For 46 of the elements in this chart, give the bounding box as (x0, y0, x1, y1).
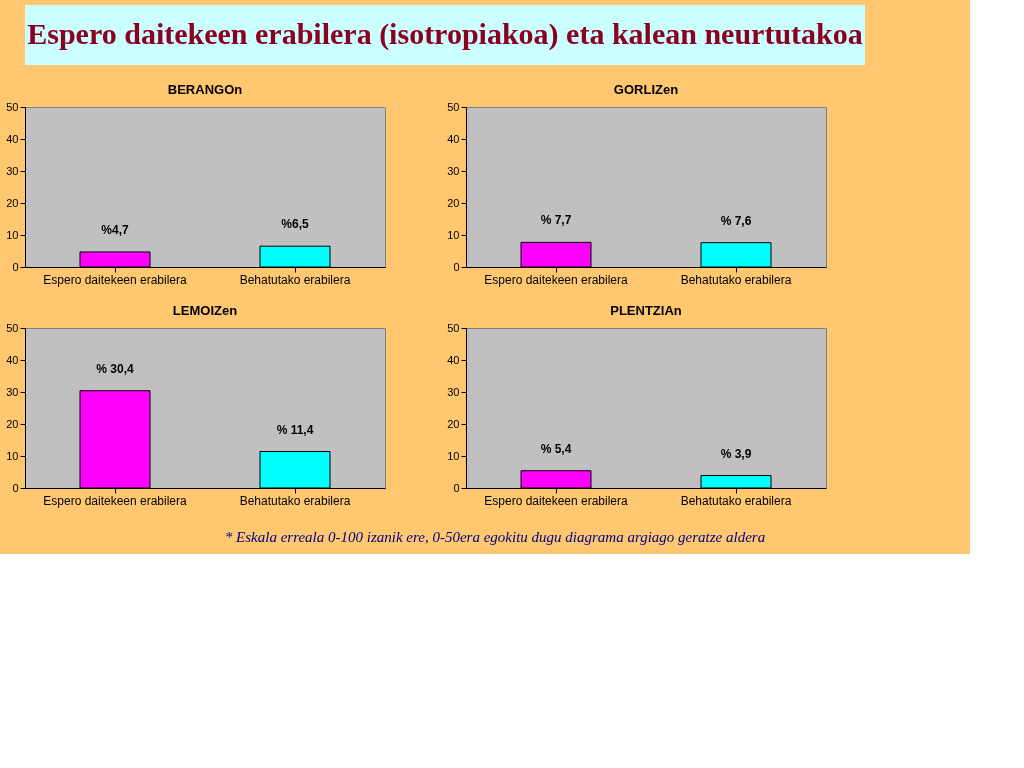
chart-title: PLENTZIAn (610, 303, 682, 318)
y-tick-label: 50 (6, 321, 19, 334)
data-label: % 7,6 (720, 213, 752, 228)
x-tick-label: Espero daitekeen erabilera (43, 272, 188, 287)
y-tick-label: 0 (12, 481, 19, 494)
data-label: % 3,9 (720, 446, 752, 461)
x-tick-label: Behatutako erabilera (239, 493, 351, 508)
x-tick-label: Behatutako erabilera (239, 272, 351, 287)
y-tick-label: 10 (6, 228, 19, 241)
y-tick-label: 20 (447, 417, 460, 430)
chart-title: BERANGOn (167, 82, 243, 97)
y-tick-label: 10 (447, 228, 460, 241)
data-label: % 30,4 (96, 361, 135, 376)
x-tick-label: Espero daitekeen erabilera (484, 493, 629, 508)
data-label: %6,5 (281, 217, 309, 232)
y-tick-label: 10 (6, 449, 19, 462)
y-tick-label: 30 (6, 385, 19, 398)
chart-title: GORLIZen (613, 82, 679, 97)
y-tick-label: 40 (447, 353, 460, 366)
y-tick-label: 20 (447, 196, 460, 209)
y-tick-label: 0 (453, 260, 460, 273)
y-tick-label: 0 (453, 481, 460, 494)
y-tick-label: 40 (6, 353, 19, 366)
x-tick-label: Espero daitekeen erabilera (484, 272, 629, 287)
y-tick-label: 50 (6, 100, 19, 113)
data-label: % 11,4 (276, 422, 314, 437)
data-label: % 7,7 (540, 213, 572, 228)
y-tick-label: 30 (447, 164, 460, 177)
y-tick-label: 20 (6, 417, 19, 430)
x-tick-label: Behatutako erabilera (680, 493, 792, 508)
text: * Eskala erreala 0-100 izanik ere, 0-50era egokitu dugu diagrama argiago geratze aldera (224, 529, 766, 545)
y-tick-label: 20 (6, 196, 19, 209)
y-tick-label: 50 (447, 100, 460, 113)
y-tick-label: 40 (6, 132, 19, 145)
y-tick-label: 0 (12, 260, 19, 273)
data-label: %4,7 (101, 222, 129, 237)
y-tick-label: 50 (447, 321, 460, 334)
y-tick-label: 40 (447, 132, 460, 145)
x-tick-label: Behatutako erabilera (680, 272, 792, 287)
chart-title: LEMOIZen (172, 303, 238, 318)
text: Espero daitekeen erabilera (isotropiakoa) eta kalean neurtutakoa (27, 17, 863, 51)
y-tick-label: 30 (447, 385, 460, 398)
y-tick-label: 10 (447, 449, 460, 462)
y-tick-label: 30 (6, 164, 19, 177)
x-tick-label: Espero daitekeen erabilera (43, 493, 188, 508)
data-label: % 5,4 (540, 441, 572, 456)
